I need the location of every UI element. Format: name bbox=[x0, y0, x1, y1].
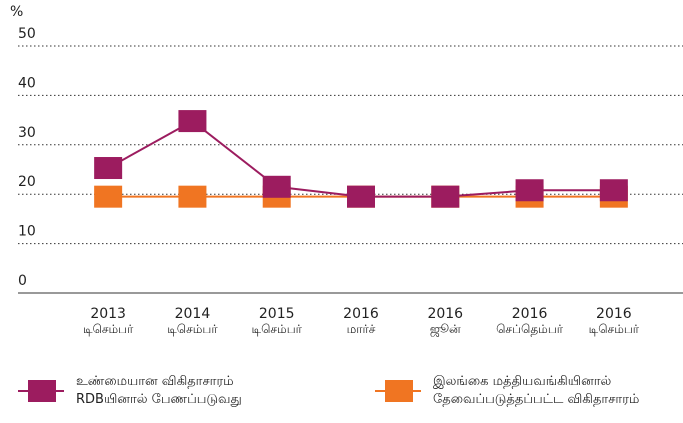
x-tick-label: டிசெம்பர் bbox=[167, 322, 218, 336]
marker bbox=[178, 110, 207, 133]
x-tick-label: டிசெம்பர் bbox=[589, 322, 640, 336]
x-tick-label: மார்ச் bbox=[347, 322, 376, 336]
x-tick-label: டிசெம்பர் bbox=[83, 322, 134, 336]
x-tick-label: ஜூன் bbox=[430, 322, 461, 337]
x-tick-label: 2013 bbox=[90, 306, 126, 322]
x-tick-label: செப்தெம்பர் bbox=[496, 322, 564, 336]
marker bbox=[94, 157, 123, 180]
legend-marker bbox=[385, 380, 413, 402]
y-tick-label: 20 bbox=[18, 174, 36, 190]
marker bbox=[347, 185, 375, 208]
x-tick-label: 2016 bbox=[596, 306, 632, 322]
y-tick-label: 10 bbox=[18, 224, 36, 240]
y-tick-label: 0 bbox=[18, 273, 27, 289]
x-tick-label: 2015 bbox=[259, 306, 295, 322]
legend-label: இலங்கை மத்தியவங்கியினால் தேவைப்படுத்தப்ப… bbox=[433, 374, 640, 407]
legend-marker bbox=[28, 380, 56, 402]
marker bbox=[262, 175, 291, 198]
marker bbox=[515, 179, 544, 202]
x-tick-label: 2016 bbox=[427, 306, 463, 322]
marker bbox=[178, 185, 207, 208]
y-axis-label: % bbox=[10, 4, 23, 20]
x-tick-label: 2014 bbox=[175, 306, 211, 322]
marker bbox=[431, 185, 460, 208]
y-tick-label: 30 bbox=[18, 125, 36, 141]
marker bbox=[599, 179, 628, 202]
x-tick-label: 2016 bbox=[343, 306, 379, 322]
x-tick-label: 2016 bbox=[512, 306, 548, 322]
marker bbox=[94, 185, 123, 208]
y-tick-label: 40 bbox=[18, 75, 36, 91]
y-tick-label: 50 bbox=[18, 26, 36, 42]
legend-label: உண்மையான விகிதாசாரம் RDBயினால் பேணப்படுவ… bbox=[76, 374, 242, 407]
x-tick-label: டிசெம்பர் bbox=[252, 322, 303, 336]
